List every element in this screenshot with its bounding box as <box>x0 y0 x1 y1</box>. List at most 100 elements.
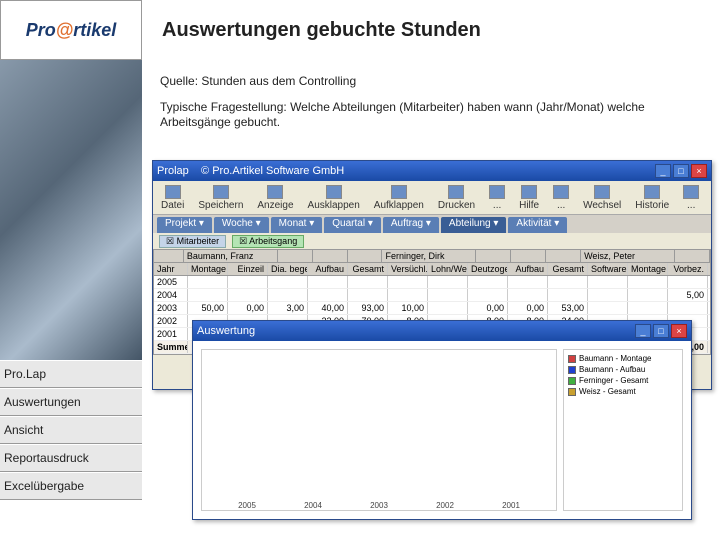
col-header-11[interactable]: Software <box>588 263 628 275</box>
col-header-1[interactable]: Montage <box>188 263 228 275</box>
toolbar-4[interactable]: Aufklappen <box>374 185 424 211</box>
filter-tab-6[interactable]: Aktivität ▾ <box>508 217 567 233</box>
toolbar-icon <box>644 185 660 199</box>
sidebar-item-1[interactable]: Auswertungen <box>0 388 142 416</box>
col-header-8[interactable]: Deutzogeb <box>468 263 508 275</box>
table-row[interactable]: 2004 5,00 <box>154 289 710 302</box>
col-header-0[interactable]: Jahr <box>154 263 188 275</box>
col-header-3[interactable]: Dia. begeh.v <box>268 263 308 275</box>
minimize-button[interactable]: _ <box>655 164 671 178</box>
cell <box>468 289 508 301</box>
toolbar-11[interactable]: ... <box>683 185 699 211</box>
table-row[interactable]: 2005 <box>154 276 710 289</box>
filter-tab-1[interactable]: Woche ▾ <box>214 217 269 233</box>
cell <box>348 276 388 288</box>
table-row[interactable]: 200350,000,003,0040,0093,0010,000,000,00… <box>154 302 710 315</box>
cell <box>668 302 708 314</box>
cell <box>228 289 268 301</box>
x-label: 2004 <box>288 501 338 510</box>
cell <box>508 289 548 301</box>
col-header-12[interactable]: Montage <box>628 263 668 275</box>
cell <box>588 302 628 314</box>
cell <box>308 289 348 301</box>
toolbar-3[interactable]: Ausklappen <box>308 185 360 211</box>
toolbar-icon <box>448 185 464 199</box>
cell <box>428 276 468 288</box>
super-header-4 <box>348 250 383 262</box>
cell <box>388 289 428 301</box>
super-header-10 <box>675 250 710 262</box>
window-titlebar[interactable]: Prolap © Pro.Artikel Software GmbH _ □ × <box>153 161 711 181</box>
x-label: 2002 <box>420 501 470 510</box>
super-header-5: Ferninger, Dirk <box>382 250 476 262</box>
cell: 2001 <box>154 328 188 340</box>
cell <box>668 276 708 288</box>
sidebar-item-2[interactable]: Ansicht <box>0 416 142 444</box>
col-header-10[interactable]: Gesamt <box>548 263 588 275</box>
toolbar-0[interactable]: Datei <box>161 185 184 211</box>
cell: 53,00 <box>548 302 588 314</box>
legend-swatch <box>568 377 576 385</box>
x-label: 2001 <box>486 501 536 510</box>
chart-close-button[interactable]: × <box>671 324 687 338</box>
col-header-9[interactable]: Aufbau <box>508 263 548 275</box>
filter-tab-4[interactable]: Auftrag ▾ <box>383 217 439 233</box>
cell <box>588 276 628 288</box>
super-header-1: Baumann, Franz <box>184 250 278 262</box>
cell <box>548 289 588 301</box>
x-label: 2003 <box>354 501 404 510</box>
cell <box>588 289 628 301</box>
toolbar-icon <box>553 185 569 199</box>
toolbar-icon <box>165 185 181 199</box>
legend-item: Ferninger - Gesamt <box>568 376 678 385</box>
col-header-13[interactable]: Vorbez. <box>668 263 708 275</box>
toolbar-5[interactable]: Drucken <box>438 185 475 211</box>
toolbar-2[interactable]: Anzeige <box>257 185 293 211</box>
filter-tab-5[interactable]: Abteilung ▾ <box>441 217 507 233</box>
legend-item: Weisz - Gesamt <box>568 387 678 396</box>
sidebar-item-4[interactable]: Excelübergabe <box>0 472 142 500</box>
col-header-5[interactable]: Gesamt <box>348 263 388 275</box>
chart-minimize-button[interactable]: _ <box>635 324 651 338</box>
cell: 2002 <box>154 315 188 327</box>
cell: 10,00 <box>388 302 428 314</box>
filter-tab-3[interactable]: Quartal ▾ <box>324 217 381 233</box>
col-header-4[interactable]: Aufbau <box>308 263 348 275</box>
cell <box>548 276 588 288</box>
bar-chart: 2005 2004 2003 2002 2001 <box>201 349 557 511</box>
chart-titlebar[interactable]: Auswertung _ □ × <box>193 321 691 341</box>
cell <box>228 276 268 288</box>
super-header-2 <box>278 250 313 262</box>
sidebar-item-3[interactable]: Reportausdruck <box>0 444 142 472</box>
x-label: 2005 <box>222 501 272 510</box>
toolbar-6[interactable]: ... <box>489 185 505 211</box>
filter-tab-0[interactable]: Projekt ▾ <box>157 217 212 233</box>
col-header-6[interactable]: Versüchl. in <box>388 263 428 275</box>
col-header-7[interactable]: Lohn/Werk <box>428 263 468 275</box>
chart-window: Auswertung _ □ × 2005 2004 2003 2002 2001 Ba… <box>192 320 692 520</box>
toolbar: Datei Speichern Anzeige Ausklappen Aufklappe… <box>153 181 711 215</box>
logo-at: @ <box>56 20 74 41</box>
filter-tab-2[interactable]: Monat ▾ <box>271 217 323 233</box>
toolbar-9[interactable]: Wechsel <box>583 185 621 211</box>
page-title: Auswertungen gebuchte Stunden <box>142 0 720 60</box>
col-header-2[interactable]: Einzeil <box>228 263 268 275</box>
subfilter-1[interactable]: ☒ Arbeitsgang <box>232 235 304 248</box>
filter-tabs: Projekt ▾Woche ▾Monat ▾Quartal ▾Auftrag … <box>153 215 711 233</box>
toolbar-7[interactable]: Hilfe <box>519 185 539 211</box>
close-button[interactable]: × <box>691 164 707 178</box>
maximize-button[interactable]: □ <box>673 164 689 178</box>
chart-maximize-button[interactable]: □ <box>653 324 669 338</box>
toolbar-8[interactable]: ... <box>553 185 569 211</box>
toolbar-1[interactable]: Speichern <box>198 185 243 211</box>
cell: 5,00 <box>668 289 708 301</box>
legend-item: Baumann - Aufbau <box>568 365 678 374</box>
subfilter-0[interactable]: ☒ Mitarbeiter <box>159 235 226 248</box>
sidebar-item-0[interactable]: Pro.Lap <box>0 360 142 388</box>
cell: 2004 <box>154 289 188 301</box>
legend-swatch <box>568 355 576 363</box>
logo-rtikel: rtikel <box>73 20 116 41</box>
toolbar-10[interactable]: Historie <box>635 185 669 211</box>
intro-source: Quelle: Stunden aus dem Controlling <box>160 74 702 90</box>
toolbar-icon <box>489 185 505 199</box>
